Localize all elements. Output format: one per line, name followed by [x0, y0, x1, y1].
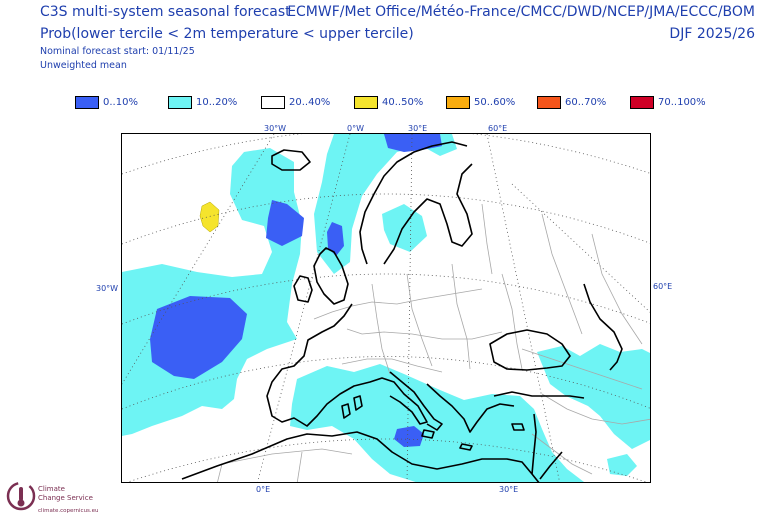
border: [481, 203, 493, 275]
cyan-west-atlantic: [122, 148, 302, 436]
logo-thermometer: [19, 487, 23, 501]
coast-red-sea: [539, 451, 563, 480]
border: [541, 213, 583, 335]
centres: ECMWF/Met Office/Météo-France/CMCC/DWD/N…: [287, 4, 755, 20]
yellow-patch: [199, 201, 220, 233]
coast-africa: [181, 431, 540, 482]
coast-caspian: [583, 283, 623, 371]
logo-line-2: Change Service: [38, 494, 93, 502]
lon-label-top: 30°W: [264, 124, 287, 133]
border: [217, 463, 223, 482]
border: [181, 448, 353, 480]
border: [406, 273, 433, 367]
blue-near-norway: [327, 222, 344, 256]
mean-type: Unweighted mean: [40, 60, 127, 71]
border: [451, 263, 471, 370]
lon-label-right: 60°E: [653, 282, 673, 291]
legend-swatch: [75, 95, 99, 109]
legend-label: 60..70%: [565, 96, 607, 108]
legend-swatch: [537, 95, 561, 109]
forecast-start: Nominal forecast start: 01/11/25: [40, 46, 195, 57]
border: [371, 283, 391, 375]
cyan-baltic: [382, 204, 427, 252]
coast-black-sea: [489, 329, 571, 371]
border: [501, 273, 523, 370]
coast-iceland: [271, 149, 311, 171]
coast-western-europe: [266, 303, 428, 427]
graticule-parallel: [122, 134, 650, 175]
graticule: [122, 134, 650, 482]
graticule-parallel: [122, 273, 650, 325]
border: [521, 348, 643, 390]
legend-item: 50..60%: [446, 95, 515, 109]
coast-ireland: [293, 275, 313, 303]
coast-islands: [341, 395, 525, 451]
copernicus-logo: [6, 481, 36, 511]
cyan-far-east: [607, 454, 637, 476]
coastlines: [181, 141, 623, 482]
coast-levant: [531, 413, 537, 475]
blue-atlantic: [150, 296, 247, 379]
graticule-meridian: [122, 134, 275, 385]
border: [341, 358, 443, 373]
legend-swatch: [446, 95, 470, 109]
legend-item: 40..50%: [354, 95, 423, 109]
logo-ring: [6, 481, 36, 511]
legend-label: 20..40%: [289, 96, 331, 108]
coast-balkans: [426, 383, 515, 433]
border: [531, 433, 593, 475]
legend-item: 0..10%: [75, 95, 138, 109]
logo-url: climate.copernicus.eu: [38, 508, 99, 514]
legend-label: 50..60%: [474, 96, 516, 108]
graticule-meridian: [511, 183, 650, 313]
lon-label-left: 30°W: [96, 284, 119, 293]
prob-40-50-areas: [199, 201, 220, 233]
legend-swatch: [354, 95, 378, 109]
legend: 0..10% 10..20% 20..40% 40..50% 50..60% 6…: [70, 95, 760, 109]
logo-line-1: Climate: [38, 485, 65, 493]
coast-sweden-finland: [383, 163, 473, 265]
legend-label: 70..100%: [658, 96, 706, 108]
graticule-parallel: [126, 438, 648, 482]
title: C3S multi-system seasonal forecast: [40, 4, 291, 20]
legend-item: 10..20%: [168, 95, 237, 109]
cyan-east: [537, 344, 650, 449]
legend-item: 60..70%: [537, 95, 606, 109]
logo-text: Climate Change Service: [38, 485, 93, 503]
forecast-map: [121, 133, 651, 483]
lon-label-top: 0°W: [347, 124, 364, 133]
border: [346, 328, 503, 340]
legend-label: 10..20%: [196, 96, 238, 108]
graticule-meridian: [257, 134, 351, 482]
legend-label: 0..10%: [103, 96, 138, 108]
coast-britain: [313, 247, 349, 305]
legend-label: 40..50%: [382, 96, 424, 108]
graticule-parallel: [122, 193, 650, 245]
blue-east-med: [394, 426, 424, 447]
coast-turkey: [493, 391, 585, 399]
map-canvas: [122, 134, 650, 482]
season: DJF 2025/26: [669, 26, 755, 42]
lon-label-top: 30°E: [408, 124, 428, 133]
blue-north-atlantic: [266, 200, 304, 246]
border: [313, 288, 483, 320]
lon-label-top: 60°E: [488, 124, 508, 133]
legend-item: 20..40%: [261, 95, 330, 109]
cyan-north-sea-scandinavia: [314, 134, 457, 274]
legend-item: 70..100%: [630, 95, 706, 109]
country-borders: [181, 203, 650, 482]
coast-italy: [389, 371, 443, 431]
cyan-mediterranean: [290, 364, 584, 482]
legend-swatch: [261, 95, 285, 109]
lon-label-bottom: 30°E: [499, 485, 519, 494]
legend-swatch: [630, 95, 654, 109]
border: [296, 451, 303, 482]
logo-bulb: [17, 499, 25, 507]
lon-label-bottom: 0°E: [256, 485, 271, 494]
coast-norway: [359, 141, 468, 265]
border: [591, 233, 643, 345]
subtitle: Prob(lower tercile < 2m temperature < up…: [40, 26, 414, 42]
border: [541, 393, 650, 425]
legend-swatch: [168, 95, 192, 109]
